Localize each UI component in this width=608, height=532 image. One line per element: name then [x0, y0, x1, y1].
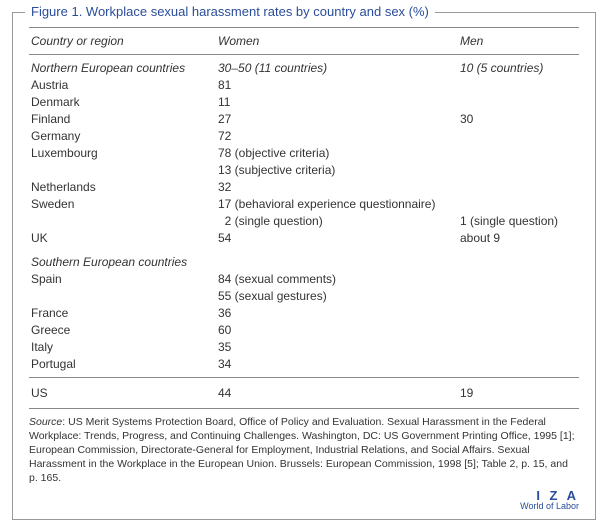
cell-women: 78 (objective criteria): [216, 145, 458, 162]
cell-country: Italy: [29, 338, 216, 355]
cell-women: 35: [216, 338, 458, 355]
logo-bottom: World of Labor: [29, 502, 579, 511]
table-row: Spain84 (sexual comments): [29, 270, 579, 287]
cell-men: [458, 355, 579, 377]
cell-men: [458, 304, 579, 321]
cell-men: [458, 128, 579, 145]
cell-women: 11: [216, 94, 458, 111]
table-row: 2 (single question)1 (single question): [29, 213, 579, 230]
cell-men: [458, 162, 579, 179]
cell-women: 55 (sexual gestures): [216, 287, 458, 304]
table-row: Germany72: [29, 128, 579, 145]
col-header-women: Women: [216, 28, 458, 55]
cell-men: [458, 145, 579, 162]
table-row: 55 (sexual gestures): [29, 287, 579, 304]
cell-women: 36: [216, 304, 458, 321]
cell-men: [458, 94, 579, 111]
cell-men: [458, 179, 579, 196]
cell-men: [458, 196, 579, 213]
table-row: Austria81: [29, 77, 579, 94]
cell-women: 17 (behavioral experience questionnaire): [216, 196, 458, 213]
cell-country: Northern European countries: [29, 55, 216, 77]
cell-women: 60: [216, 321, 458, 338]
table-row: Denmark11: [29, 94, 579, 111]
table-row: Netherlands32: [29, 179, 579, 196]
cell-men: [458, 270, 579, 287]
cell-women: 34: [216, 355, 458, 377]
cell-women: 13 (subjective criteria): [216, 162, 458, 179]
cell-men: 19: [458, 377, 579, 408]
source-text: : US Merit Systems Protection Board, Off…: [29, 416, 575, 485]
source-block: Source: US Merit Systems Protection Boar…: [29, 409, 579, 486]
figure-title: Figure 1. Workplace sexual harassment ra…: [25, 4, 435, 19]
table-row: 13 (subjective criteria): [29, 162, 579, 179]
cell-country: Portugal: [29, 355, 216, 377]
cell-men: [458, 287, 579, 304]
cell-country: Southern European countries: [29, 247, 216, 271]
figure-container: Figure 1. Workplace sexual harassment ra…: [12, 12, 596, 520]
cell-country: US: [29, 377, 216, 408]
cell-country: [29, 213, 216, 230]
cell-country: Greece: [29, 321, 216, 338]
cell-country: Spain: [29, 270, 216, 287]
table-row: Luxembourg78 (objective criteria): [29, 145, 579, 162]
table-row: Portugal34: [29, 355, 579, 377]
table-row: US4419: [29, 377, 579, 408]
cell-country: Germany: [29, 128, 216, 145]
data-table: Country or region Women Men Northern Eur…: [29, 27, 579, 409]
cell-women: 84 (sexual comments): [216, 270, 458, 287]
cell-women: 44: [216, 377, 458, 408]
logo-top: I Z A: [29, 489, 579, 502]
cell-women: 32: [216, 179, 458, 196]
cell-men: [458, 338, 579, 355]
logo: I Z A World of Labor: [29, 489, 579, 511]
cell-women: 30–50 (11 countries): [216, 55, 458, 77]
col-header-country: Country or region: [29, 28, 216, 55]
cell-women: 2 (single question): [216, 213, 458, 230]
table-row: Northern European countries30–50 (11 cou…: [29, 55, 579, 77]
cell-country: Austria: [29, 77, 216, 94]
cell-country: [29, 162, 216, 179]
table-header-row: Country or region Women Men: [29, 28, 579, 55]
table-row: France36: [29, 304, 579, 321]
cell-men: 30: [458, 111, 579, 128]
cell-country: Denmark: [29, 94, 216, 111]
cell-country: UK: [29, 230, 216, 247]
cell-men: about 9: [458, 230, 579, 247]
cell-women: 81: [216, 77, 458, 94]
table-row: UK54about 9: [29, 230, 579, 247]
source-label: Source: [29, 416, 62, 428]
cell-men: [458, 247, 579, 271]
table-row: Finland2730: [29, 111, 579, 128]
cell-women: 54: [216, 230, 458, 247]
col-header-men: Men: [458, 28, 579, 55]
cell-country: Netherlands: [29, 179, 216, 196]
cell-men: [458, 77, 579, 94]
table-row: Sweden17 (behavioral experience question…: [29, 196, 579, 213]
cell-country: Sweden: [29, 196, 216, 213]
table-row: Greece60: [29, 321, 579, 338]
cell-women: 27: [216, 111, 458, 128]
cell-country: Finland: [29, 111, 216, 128]
cell-men: 10 (5 countries): [458, 55, 579, 77]
cell-women: [216, 247, 458, 271]
table-body: Northern European countries30–50 (11 cou…: [29, 55, 579, 409]
cell-country: France: [29, 304, 216, 321]
cell-women: 72: [216, 128, 458, 145]
cell-country: Luxembourg: [29, 145, 216, 162]
table-row: Southern European countries: [29, 247, 579, 271]
table-row: Italy35: [29, 338, 579, 355]
cell-men: 1 (single question): [458, 213, 579, 230]
cell-men: [458, 321, 579, 338]
cell-country: [29, 287, 216, 304]
